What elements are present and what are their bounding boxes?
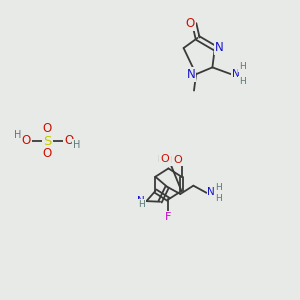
- Text: H: H: [138, 200, 145, 209]
- Text: H: H: [14, 130, 22, 140]
- Text: S: S: [43, 135, 52, 148]
- Text: N: N: [215, 41, 224, 54]
- Text: O: O: [43, 147, 52, 161]
- Text: H: H: [215, 183, 222, 192]
- Text: H: H: [239, 62, 245, 71]
- Text: N: N: [207, 187, 215, 197]
- Text: O: O: [186, 17, 195, 30]
- Text: N: N: [232, 69, 240, 79]
- Text: N: N: [137, 196, 145, 206]
- Text: H: H: [170, 156, 177, 165]
- Text: O: O: [173, 155, 182, 165]
- Text: O: O: [64, 134, 74, 147]
- Text: O: O: [21, 134, 31, 147]
- Text: F: F: [165, 212, 172, 222]
- Text: N: N: [187, 68, 195, 81]
- Text: H: H: [157, 155, 164, 164]
- Text: H: H: [215, 194, 222, 203]
- Text: O: O: [43, 122, 52, 135]
- Text: O: O: [160, 154, 169, 164]
- Text: H: H: [239, 77, 245, 86]
- Text: H: H: [73, 140, 81, 150]
